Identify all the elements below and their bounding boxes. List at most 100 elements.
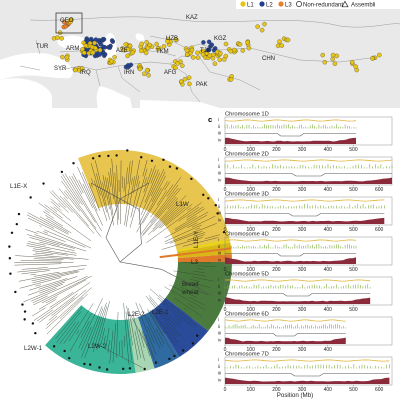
tree-branch [139, 303, 161, 349]
tree-branch [17, 265, 87, 273]
tree-branch [48, 289, 87, 321]
tree-branch [164, 224, 202, 243]
x-tick-label: 200 [272, 307, 281, 313]
tree-branch [39, 216, 69, 234]
tree-branch [140, 172, 161, 216]
tip-marker [98, 154, 101, 158]
map-point [109, 38, 115, 43]
map-point [92, 45, 98, 51]
track-i-line [224, 119, 357, 122]
tree-backbone [91, 182, 140, 210]
tree-branch [167, 197, 179, 210]
map-point [200, 52, 206, 57]
map-point [218, 50, 223, 56]
track-iii-line [225, 253, 356, 257]
tree-branch [30, 273, 36, 276]
x-tick-label: 500 [349, 307, 358, 313]
x-tick-label: 400 [324, 387, 333, 393]
tree-branch [69, 176, 102, 232]
tree-backbone [105, 237, 121, 263]
tip-marker [143, 367, 146, 371]
track-label: ii [218, 204, 220, 209]
tree-branch [32, 271, 80, 284]
x-tick-label: 400 [324, 227, 333, 233]
tree-branches [14, 158, 232, 365]
tree-branch [92, 306, 108, 353]
tree-branch [193, 271, 205, 273]
x-tick-label: 0 [224, 347, 227, 353]
legend-l3-swatch [278, 1, 284, 7]
map-point [61, 19, 67, 25]
tree-branch [147, 326, 155, 344]
tree-branch [50, 198, 61, 208]
tree-branch [131, 177, 133, 185]
tree-branch [145, 295, 177, 337]
label-pointer [149, 311, 175, 356]
tree-branch [129, 168, 148, 228]
track-label: ii [218, 164, 220, 169]
map-point [86, 50, 92, 56]
map-sample-points [51, 17, 382, 87]
tree-branch [80, 326, 92, 351]
chromosome-frame [224, 316, 393, 346]
tree-branch [142, 187, 182, 235]
x-tick-label: 200 [272, 267, 281, 273]
tree-branch [27, 217, 92, 249]
x-tick-label: 400 [324, 187, 333, 193]
tree-branch [116, 312, 119, 358]
x-tick-label: 100 [247, 307, 256, 313]
tip-marker [9, 272, 12, 275]
sea-southwest [0, 78, 52, 108]
map-point [330, 52, 336, 58]
tip-marker [115, 154, 118, 157]
tree-branch [134, 330, 141, 358]
tree-branch [34, 234, 87, 252]
x-tick-label: 0 [224, 387, 227, 393]
tree-branch [45, 214, 64, 227]
track-iii-line [225, 293, 371, 297]
track-i-line [224, 159, 393, 162]
clade-l1e-x-wedge [78, 150, 230, 250]
x-tick-label: 100 [247, 387, 256, 393]
map-point [178, 79, 184, 84]
map-point [195, 50, 200, 56]
track-iv-area [225, 337, 346, 344]
track-iii-line [225, 213, 385, 217]
map-point [187, 81, 192, 87]
clade-labels: L1E-X L1W L1E-Y L3 Bread wheat L2E-1 L2E… [10, 183, 200, 352]
tree-branch [39, 225, 42, 227]
track-iv-area [225, 297, 371, 304]
track-iv-area [225, 217, 385, 224]
map-point [154, 41, 159, 47]
tree-branch [150, 168, 165, 197]
tree-branch [138, 171, 166, 225]
tree-branch [144, 169, 159, 203]
x-tick-label: 400 [324, 267, 333, 273]
tree-branch [174, 216, 197, 230]
clade-label-l1w: L1W [176, 201, 189, 208]
clade-l2e-1-wedge [150, 297, 209, 357]
chromosome-title: Chromosome 1D [225, 112, 269, 118]
tree-branch [60, 175, 81, 204]
tree-branch [169, 284, 198, 298]
tree-branch [19, 277, 62, 289]
track-label: ii [218, 324, 220, 329]
tree-branch-l3 [159, 247, 232, 259]
tree-branch [178, 206, 200, 222]
tree-branch [62, 173, 83, 206]
tree-branch [183, 307, 187, 311]
tree-branch [157, 297, 184, 323]
tree-branch [45, 296, 58, 304]
tree-backbone [119, 261, 162, 270]
tree-branch [32, 295, 48, 304]
clade-label-bread-wheat-2: wheat [181, 289, 199, 296]
tree-branch [63, 197, 90, 227]
map-point [210, 56, 216, 61]
tree-branch [88, 183, 101, 211]
tree-branch [195, 227, 201, 231]
tip-marker [98, 366, 101, 369]
region-label-kgz: KGZ [214, 36, 227, 42]
map-point [206, 47, 212, 52]
track-label: iv [218, 177, 222, 182]
tree-branch [188, 296, 205, 306]
